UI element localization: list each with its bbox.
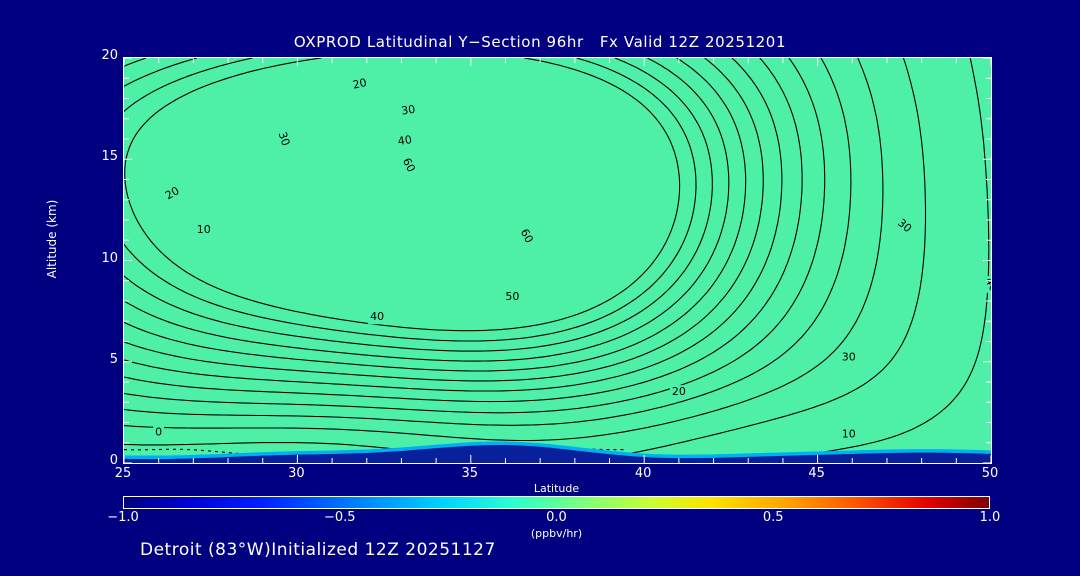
contour-label-backdrop [839, 427, 858, 442]
colorbar-units-label: (ppbv/hr) [530, 527, 583, 540]
contour-line [124, 58, 253, 112]
contour-labels: 2030401060603020405040102030302010100 [153, 75, 991, 442]
contour-label: 50 [505, 290, 519, 303]
contour-label-backdrop [161, 183, 184, 205]
field-background [124, 58, 991, 463]
x-axis-label: Latitude [533, 482, 580, 495]
contour-label-backdrop [892, 214, 916, 238]
contour-label: 40 [982, 275, 991, 293]
station-footer-label: Detroit (83°W)Initialized 12Z 20251127 [140, 540, 496, 560]
contour-label: 40 [370, 310, 384, 323]
contour-label-backdrop [349, 75, 371, 94]
y-tick-label: 20 [101, 48, 118, 63]
contour-label: 40 [397, 133, 413, 148]
contour-label-backdrop [153, 425, 165, 440]
y-tick-label: 0 [109, 453, 118, 468]
contour-line [124, 58, 884, 442]
y-tick-label: 5 [109, 351, 118, 367]
x-axis-ticks: 25 30 35 40 45 50 [0, 466, 1080, 488]
contour-label: 30 [276, 130, 293, 147]
x-tick-label: 45 [808, 466, 825, 481]
colorbar-tick-label: 0.0 [546, 510, 567, 525]
contour-lines [124, 58, 990, 463]
contour-label-backdrop [194, 223, 213, 238]
contour-label: 20 [352, 76, 368, 92]
contour-label-backdrop [669, 385, 688, 400]
y-tick-label: 15 [101, 149, 118, 165]
colorbar-tick-label: 0.5 [762, 510, 784, 525]
x-tick-label: 30 [288, 466, 305, 481]
terrain-edge [124, 441, 991, 460]
x-tick-label: 40 [634, 466, 652, 481]
axis-tick-marks [124, 58, 991, 463]
contour-line [124, 58, 697, 342]
contour-label-backdrop [515, 224, 537, 248]
contour-line [124, 58, 713, 352]
contour-label: 0 [155, 426, 162, 439]
contour-line [124, 58, 681, 332]
contour-line [124, 58, 783, 392]
contour-label: 30 [842, 351, 856, 364]
colorbar-tick-label: −1.0 [107, 510, 139, 525]
contour-label-backdrop [397, 154, 419, 177]
contour-line [549, 58, 927, 463]
contour-label: 60 [518, 227, 536, 245]
contour-plot-area: 2030401060603020405040102030302010100 [123, 57, 992, 464]
contour-label-backdrop [395, 132, 415, 150]
y-axis-ticks: 0 5 10 15 20 [68, 0, 118, 576]
contour-line [760, 58, 990, 463]
colorbar-tick-label: −0.5 [323, 510, 356, 525]
chart-title: OXPROD Latitudinal Y−Section 96hr Fx Val… [293, 33, 787, 51]
contour-label-backdrop [839, 350, 858, 365]
contour-line [124, 58, 852, 426]
colorbar-tick-label: 1.0 [979, 510, 1001, 525]
contour-label: 60 [400, 156, 418, 174]
contour-label: 10 [842, 428, 856, 441]
contour-line [124, 58, 764, 382]
contour-label: 20 [163, 184, 182, 202]
terrain-mask [124, 441, 991, 463]
contour-label-backdrop [980, 273, 991, 297]
terrain-fill [124, 443, 991, 463]
contour-line [124, 58, 803, 403]
x-tick-label: 25 [114, 466, 132, 481]
colorbar-container [123, 496, 990, 509]
colorbar-gradient [123, 496, 990, 509]
contour-line [124, 58, 730, 362]
contour-line [124, 58, 826, 414]
x-tick-label: 50 [981, 466, 999, 481]
x-tick-label: 35 [461, 466, 479, 481]
contour-line [124, 58, 747, 372]
y-axis-label: Altitude (km) [45, 199, 59, 279]
contour-line [124, 58, 147, 67]
y-tick-label: 10 [101, 250, 118, 266]
contour-field: 2030401060603020405040102030302010100 [124, 58, 991, 463]
contour-label: 10 [197, 223, 211, 236]
contour-label-backdrop [368, 310, 387, 325]
contour-label: 30 [400, 103, 416, 118]
contour-label: 20 [672, 385, 686, 398]
contour-label-backdrop [398, 102, 419, 119]
contour-label-backdrop [274, 128, 293, 150]
contour-line [124, 58, 197, 87]
colorbar-ticks: −1.0 −0.5 0.0 0.5 1.0 [0, 510, 1080, 532]
contour-label-backdrop [503, 289, 522, 304]
